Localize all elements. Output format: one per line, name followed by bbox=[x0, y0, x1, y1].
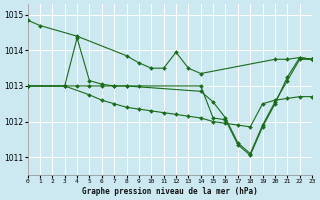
X-axis label: Graphe pression niveau de la mer (hPa): Graphe pression niveau de la mer (hPa) bbox=[82, 187, 258, 196]
